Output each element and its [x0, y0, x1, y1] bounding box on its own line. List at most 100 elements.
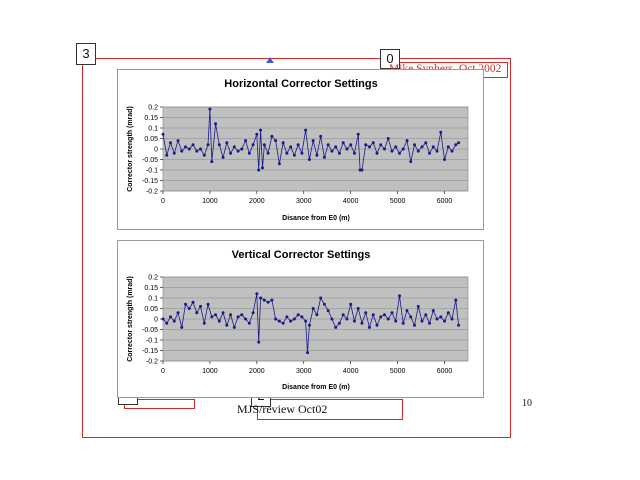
horizontal-chart-svg: Horizontal Corrector Settings Corrector …: [127, 78, 469, 222]
data-point: [184, 145, 188, 149]
chart-title: Horizontal Corrector Settings: [224, 78, 377, 90]
data-point: [367, 325, 371, 329]
data-point: [236, 315, 240, 319]
y-tick-label: 0.2: [148, 275, 158, 282]
data-point: [266, 151, 270, 155]
data-point: [304, 319, 308, 323]
data-point: [371, 313, 375, 317]
data-point: [176, 311, 180, 315]
data-point: [240, 147, 244, 151]
data-point: [345, 147, 349, 151]
data-point: [457, 323, 461, 327]
x-tick-label: 6000: [437, 368, 453, 375]
data-point: [341, 141, 345, 145]
data-point: [435, 317, 439, 321]
data-point: [217, 143, 221, 147]
data-point: [180, 149, 184, 153]
data-point: [457, 141, 461, 145]
data-point: [386, 137, 390, 140]
data-point: [382, 313, 386, 317]
data-point: [356, 307, 360, 310]
x-tick-label: 2000: [249, 368, 265, 375]
data-point: [187, 147, 191, 151]
data-point: [285, 315, 289, 319]
data-point: [409, 315, 413, 319]
data-point: [360, 321, 364, 325]
data-point: [210, 315, 214, 319]
data-point: [289, 319, 293, 323]
x-tick-label: 3000: [296, 198, 312, 205]
data-point: [360, 168, 364, 172]
data-point: [259, 128, 263, 132]
data-point: [210, 160, 214, 164]
data-point: [296, 143, 300, 147]
data-point: [244, 317, 248, 321]
series-line: [162, 109, 459, 171]
data-point: [195, 149, 199, 153]
data-point: [176, 139, 180, 143]
x-tick-label: 2000: [249, 198, 265, 205]
data-point: [191, 143, 195, 147]
data-point: [221, 311, 225, 315]
data-point: [304, 128, 308, 132]
x-tick-label: 6000: [437, 198, 453, 205]
data-point: [229, 151, 233, 155]
y-tick-label: 0.1: [148, 126, 158, 133]
data-point: [367, 145, 371, 149]
data-point: [255, 292, 259, 296]
data-point: [165, 153, 169, 157]
y-tick-label: -0.2: [146, 189, 158, 196]
data-point: [300, 151, 304, 155]
data-point: [169, 141, 173, 145]
data-point: [208, 107, 212, 111]
data-point: [260, 166, 264, 170]
data-point: [424, 313, 428, 317]
data-point: [375, 151, 379, 155]
y-axis-title: Corrector strength (mrad): [127, 276, 134, 362]
data-point: [326, 143, 330, 147]
x-tick-label: 3000: [296, 368, 312, 375]
data-point: [187, 307, 191, 310]
data-point: [300, 315, 304, 319]
data-point: [202, 153, 206, 157]
x-tick-label: 5000: [390, 368, 406, 375]
data-point: [221, 155, 225, 159]
y-tick-label: 0: [154, 147, 158, 154]
y-tick-label: -0.05: [142, 157, 158, 164]
y-tick-label: 0.15: [144, 115, 158, 122]
data-point: [285, 151, 289, 155]
data-point: [375, 323, 379, 327]
data-point: [416, 149, 420, 153]
data-point: [352, 319, 356, 323]
data-point: [334, 145, 338, 149]
data-point: [382, 147, 386, 151]
y-tick-label: 0.05: [144, 136, 158, 143]
y-tick-label: 0.2: [148, 105, 158, 112]
series-line: [162, 293, 459, 353]
data-point: [371, 141, 375, 145]
data-point: [172, 151, 176, 155]
data-point: [439, 315, 443, 319]
data-point: [413, 323, 417, 327]
y-tick-label: -0.1: [146, 168, 158, 175]
data-point: [217, 319, 221, 323]
data-point: [450, 317, 454, 321]
data-point: [319, 134, 323, 138]
vertical-corrector-chart: Vertical Corrector Settings Corrector st…: [117, 240, 484, 398]
data-point: [431, 145, 435, 149]
data-point: [319, 296, 323, 300]
x-axis-title: Disance from E0 (m): [282, 215, 350, 222]
data-point: [274, 139, 278, 143]
data-point: [214, 122, 218, 126]
data-point: [401, 321, 405, 325]
data-point: [405, 309, 409, 313]
data-point: [311, 307, 315, 310]
data-point: [292, 153, 296, 157]
data-point: [379, 143, 383, 147]
y-tick-label: -0.15: [142, 178, 158, 185]
data-point: [420, 319, 424, 323]
data-point: [435, 149, 439, 153]
data-point: [180, 325, 184, 329]
data-point: [352, 151, 356, 155]
data-point: [247, 151, 251, 155]
